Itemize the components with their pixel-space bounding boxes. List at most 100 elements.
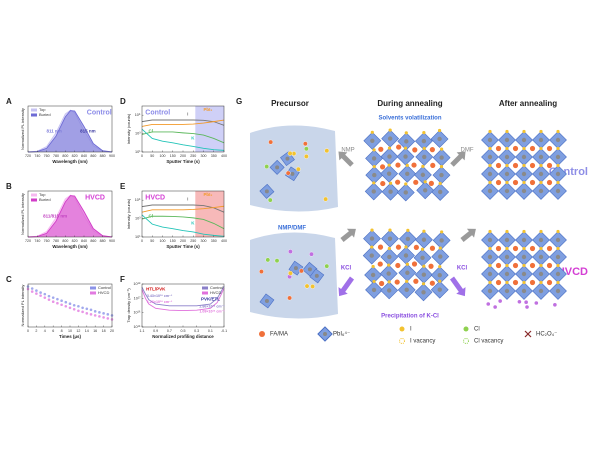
lead-ion [421,138,427,144]
iodide [422,146,426,151]
cation [495,145,502,152]
lead-ion [371,156,377,161]
lead-ion [387,236,393,241]
lead-ion [521,254,527,260]
x-axis-label: Times (μs) [59,334,81,339]
annotation: HVCD [145,194,165,201]
x-tick-label: 6 [52,329,54,333]
lead-ion [521,171,527,177]
data-point [93,314,97,317]
x-tick-label: 760 [44,239,50,243]
panel-label: E [120,182,126,191]
iodide [405,279,409,283]
annotation: 1.09×10¹⁶ cm⁻³ [199,309,225,313]
lead-ion [521,237,527,243]
data-point [51,300,55,304]
data-line [141,119,225,127]
lead-ion [487,288,493,294]
arrow-shaft [339,276,355,294]
data-line [141,286,225,307]
y-tick-label: 10⁵ [135,113,141,117]
ion [274,258,280,264]
lead-ion [264,189,269,194]
series-label: I [187,111,188,116]
x-tick-label: 0.1 [208,329,213,333]
cation [546,245,553,252]
dopant [553,302,557,307]
ion [288,270,293,276]
iodide [505,280,509,285]
panel-label: B [6,182,12,191]
legend-label: I vacancy [410,339,435,345]
x-tick-label: 100 [160,154,166,158]
ion [304,283,310,289]
iodide [522,146,526,151]
arrow-head [456,287,466,297]
lead-ion [538,188,544,194]
cation [413,244,419,251]
arrow-shaft [449,276,465,294]
cation [546,162,553,169]
lead-ion [422,188,428,193]
iodide [405,163,409,167]
iodide [539,163,543,168]
iodide [556,163,560,168]
series-label: K [191,135,195,140]
lead-ion [538,171,544,177]
cation [529,162,536,169]
iodide [388,128,392,132]
iodide [505,129,509,134]
annotation: 1.26×10¹⁶ cm⁻³ [147,300,173,304]
column-header: After annealing [499,99,557,108]
cation [546,279,553,286]
cation [512,179,519,186]
x-tick-label: 16 [93,329,97,333]
cation [512,262,519,269]
y-tick-label: 10¹⁷ [134,296,141,300]
lead-ion [439,172,444,178]
iodide [556,263,560,268]
legend-icon [323,332,327,336]
x-tick-label: 840 [81,154,87,158]
note: KCl [341,266,352,272]
cation [512,279,519,286]
iodide [522,229,526,234]
note: Solvents volatilization [378,116,441,122]
legend-icon [259,331,265,337]
cation [512,145,519,152]
iodide [505,146,509,151]
cation [546,145,553,152]
data-point [93,310,97,313]
data-point [47,294,51,298]
legend-icon [399,326,405,332]
dopant [525,305,529,309]
x-tick-label: 8 [61,329,63,333]
iodide [422,264,426,268]
legend-icon [524,330,532,338]
x-tick-label: 0.7 [167,329,172,333]
x-tick-label: 0 [141,154,143,158]
data-point [43,296,47,299]
iodide [505,180,509,185]
iodide [438,279,442,283]
cation [495,262,502,269]
data-point [85,307,89,311]
data-point [98,315,101,318]
cation [413,278,419,284]
lead-ion [555,188,561,194]
x-tick-label: 250 [190,154,196,158]
lead-ion [487,154,493,160]
annotation: PVK/ETL [201,297,220,302]
iodide [539,280,543,285]
data-line [141,288,225,312]
ion [324,148,330,154]
y-axis-label: Normalized PL intensity [20,108,25,150]
lead-ion [387,136,393,141]
arrow-shaft [340,230,354,242]
lead-ion [439,238,444,243]
lead-ion [555,137,561,143]
x-tick-label: 150 [170,239,176,243]
lead-ion [403,190,408,195]
